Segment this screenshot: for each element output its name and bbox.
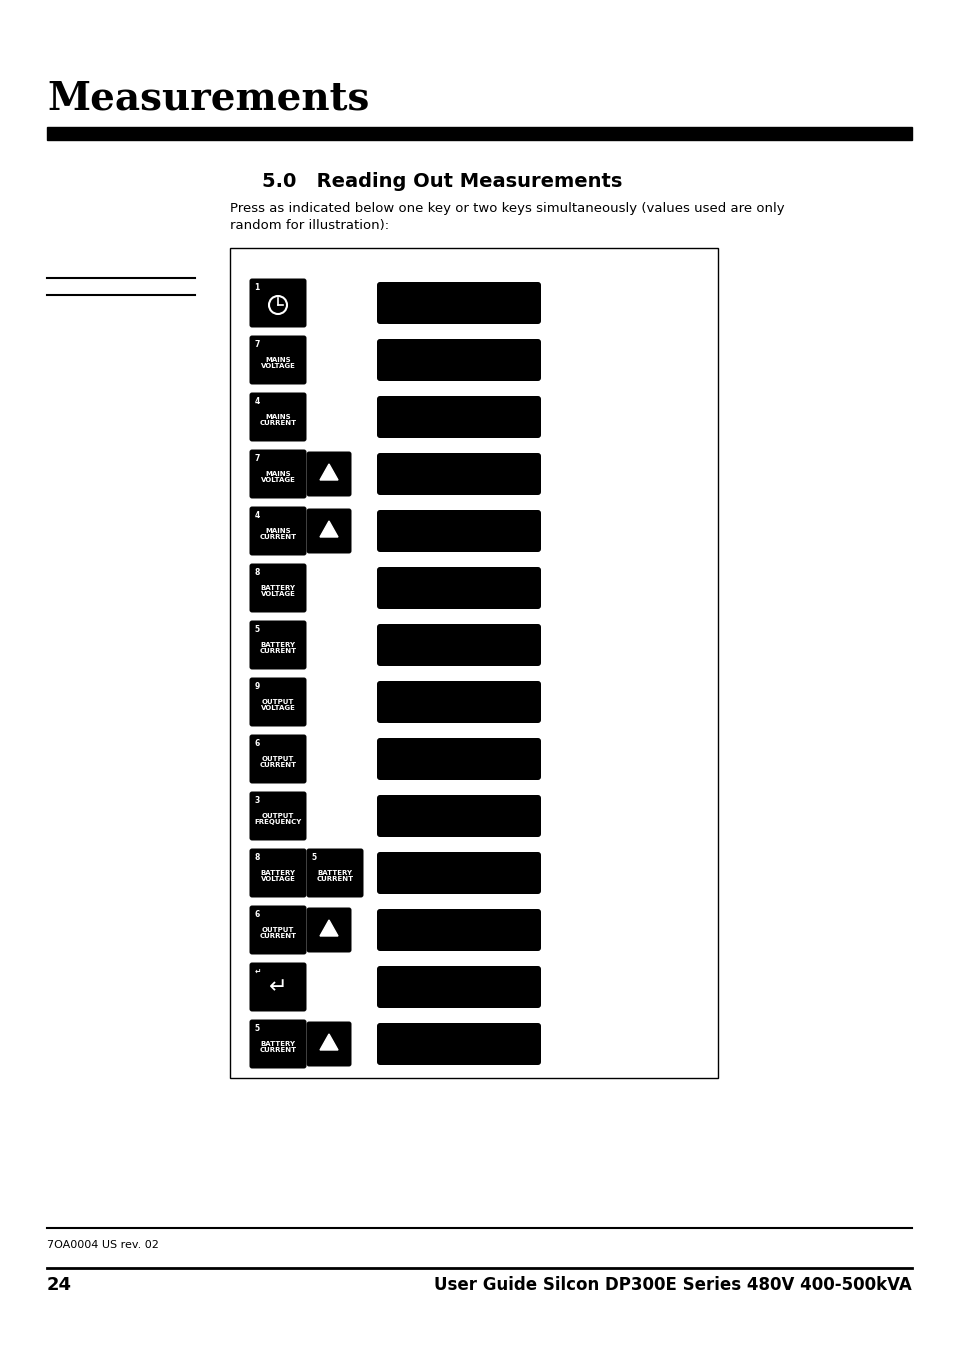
Text: Press as indicated below one key or two keys simultaneously (values used are onl: Press as indicated below one key or two … <box>230 203 783 232</box>
Bar <box>230 249 718 1078</box>
Text: BATTERY
CURRENT: BATTERY CURRENT <box>316 870 354 882</box>
FancyBboxPatch shape <box>250 278 306 327</box>
FancyBboxPatch shape <box>250 905 306 955</box>
FancyBboxPatch shape <box>376 681 540 723</box>
Text: 7OA0004 US rev. 02: 7OA0004 US rev. 02 <box>47 1240 159 1250</box>
FancyBboxPatch shape <box>250 450 306 499</box>
FancyBboxPatch shape <box>376 509 540 553</box>
Text: OUTPUT
VOLTAGE: OUTPUT VOLTAGE <box>260 698 295 711</box>
FancyBboxPatch shape <box>376 909 540 951</box>
Text: 8: 8 <box>254 852 259 862</box>
Text: 5: 5 <box>312 852 316 862</box>
FancyBboxPatch shape <box>376 339 540 381</box>
Text: 6: 6 <box>254 739 259 748</box>
Text: MAINS
VOLTAGE: MAINS VOLTAGE <box>260 357 295 369</box>
FancyBboxPatch shape <box>306 848 363 897</box>
Text: 4: 4 <box>254 511 259 520</box>
FancyBboxPatch shape <box>376 966 540 1008</box>
Polygon shape <box>319 463 337 480</box>
Polygon shape <box>319 1034 337 1050</box>
Text: 4: 4 <box>254 397 259 407</box>
Bar <box>47 127 911 141</box>
Text: 5.0   Reading Out Measurements: 5.0 Reading Out Measurements <box>262 172 621 190</box>
FancyBboxPatch shape <box>306 451 351 497</box>
Polygon shape <box>319 521 337 536</box>
Polygon shape <box>319 920 337 936</box>
FancyBboxPatch shape <box>376 396 540 438</box>
FancyBboxPatch shape <box>306 1021 351 1066</box>
FancyBboxPatch shape <box>376 624 540 666</box>
Text: OUTPUT
CURRENT: OUTPUT CURRENT <box>259 755 296 769</box>
FancyBboxPatch shape <box>376 738 540 780</box>
Text: 6: 6 <box>254 911 259 919</box>
Text: MAINS
VOLTAGE: MAINS VOLTAGE <box>260 470 295 484</box>
FancyBboxPatch shape <box>250 507 306 555</box>
FancyBboxPatch shape <box>376 453 540 494</box>
Text: ↵: ↵ <box>254 967 260 975</box>
Text: 1: 1 <box>254 282 259 292</box>
Text: OUTPUT
CURRENT: OUTPUT CURRENT <box>259 927 296 939</box>
FancyBboxPatch shape <box>376 282 540 324</box>
FancyBboxPatch shape <box>376 852 540 894</box>
FancyBboxPatch shape <box>250 962 306 1012</box>
Text: MAINS
CURRENT: MAINS CURRENT <box>259 413 296 427</box>
FancyBboxPatch shape <box>250 393 306 442</box>
Text: BATTERY
VOLTAGE: BATTERY VOLTAGE <box>260 870 295 882</box>
Text: 3: 3 <box>254 796 259 805</box>
Text: 8: 8 <box>254 567 259 577</box>
FancyBboxPatch shape <box>306 508 351 554</box>
FancyBboxPatch shape <box>250 792 306 840</box>
FancyBboxPatch shape <box>250 335 306 385</box>
FancyBboxPatch shape <box>376 567 540 609</box>
FancyBboxPatch shape <box>376 794 540 838</box>
Text: 5: 5 <box>254 626 259 634</box>
Text: 7: 7 <box>254 454 259 463</box>
FancyBboxPatch shape <box>306 908 351 952</box>
Text: 7: 7 <box>254 340 259 349</box>
FancyBboxPatch shape <box>250 620 306 670</box>
Text: 24: 24 <box>47 1275 71 1294</box>
Text: 5: 5 <box>254 1024 259 1034</box>
FancyBboxPatch shape <box>250 677 306 727</box>
Text: ↵: ↵ <box>269 977 287 997</box>
Text: BATTERY
VOLTAGE: BATTERY VOLTAGE <box>260 585 295 597</box>
Text: Measurements: Measurements <box>47 80 369 118</box>
Text: BATTERY
CURRENT: BATTERY CURRENT <box>259 1040 296 1054</box>
Text: User Guide Silcon DP300E Series 480V 400-500kVA: User Guide Silcon DP300E Series 480V 400… <box>434 1275 911 1294</box>
Text: BATTERY
CURRENT: BATTERY CURRENT <box>259 642 296 654</box>
FancyBboxPatch shape <box>376 1023 540 1065</box>
FancyBboxPatch shape <box>250 735 306 784</box>
Text: OUTPUT
FREQUENCY: OUTPUT FREQUENCY <box>254 813 301 825</box>
FancyBboxPatch shape <box>250 563 306 612</box>
FancyBboxPatch shape <box>250 1020 306 1069</box>
FancyBboxPatch shape <box>250 848 306 897</box>
Text: MAINS
CURRENT: MAINS CURRENT <box>259 528 296 540</box>
Text: 9: 9 <box>254 682 259 690</box>
